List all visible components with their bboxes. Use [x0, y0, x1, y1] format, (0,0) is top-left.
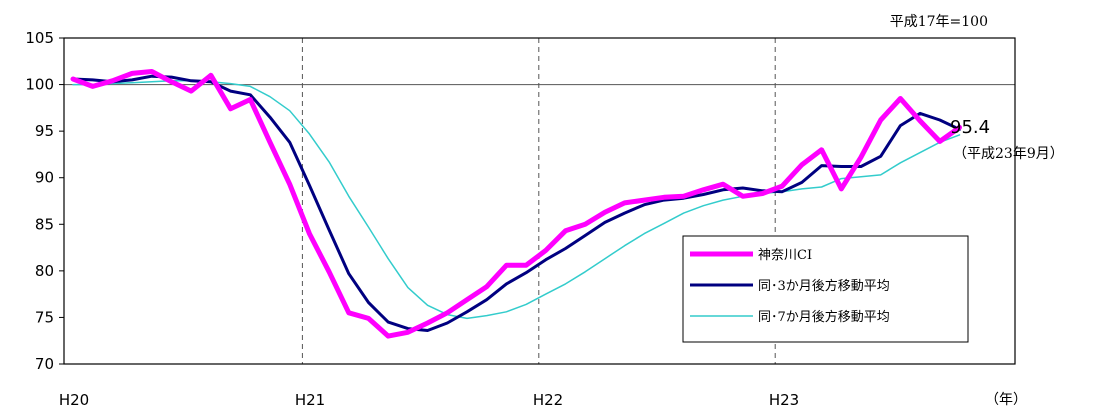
x-tick-label: H20: [59, 391, 89, 409]
y-tick-labels: 70 75 80 85 90 95 100 105: [25, 29, 54, 373]
y-tick-label: 70: [35, 355, 54, 373]
x-axis-unit: （年）: [985, 392, 1027, 408]
y-tick-label: 85: [35, 215, 54, 233]
series-line-ma3: [71, 74, 961, 332]
end-period-label: （平成23年9月）: [953, 146, 1064, 162]
series-line-ma7: [72, 80, 961, 320]
x-tick-labels: H20 H21 H22 H23: [59, 391, 799, 409]
y-tick-label: 80: [35, 262, 54, 280]
legend-label-ma7: 同･7か月後方移動平均: [758, 309, 890, 325]
x-tick-label: H21: [295, 391, 325, 409]
legend-label-ma3: 同･3か月後方移動平均: [758, 278, 890, 294]
plot-frame: [63, 37, 1016, 365]
x-tick-label: H23: [769, 391, 799, 409]
end-value-label: 95.4: [950, 117, 990, 138]
legend-label-ci: 神奈川CI: [758, 248, 812, 263]
y-tick-label: 95: [35, 122, 54, 140]
y-tick-label: 90: [35, 169, 54, 187]
base-note: 平成17年=100: [890, 14, 988, 30]
y-tick-label: 105: [25, 29, 54, 47]
series-lines: [70, 69, 962, 339]
y-tick-label: 100: [25, 76, 54, 94]
legend: 神奈川CI 同･3か月後方移動平均 同･7か月後方移動平均: [682, 235, 969, 343]
series-line-ci: [70, 69, 962, 339]
x-tick-label: H22: [533, 391, 563, 409]
axes: [59, 37, 1016, 365]
y-tick-label: 75: [35, 308, 54, 326]
